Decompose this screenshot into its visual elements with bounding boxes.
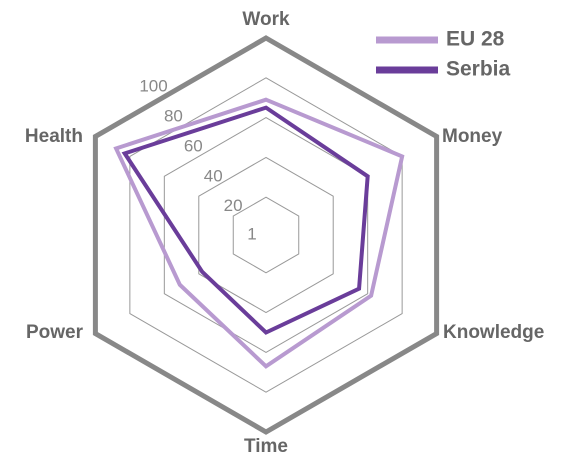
- legend-label: EU 28: [446, 28, 505, 51]
- axis-label: Time: [244, 436, 288, 457]
- tick-label: 80: [164, 107, 183, 126]
- grid-ring: [92, 35, 440, 435]
- grid-ring: [232, 196, 300, 274]
- axis-label: Health: [25, 126, 83, 147]
- tick-label: 40: [204, 166, 223, 185]
- axis-label: Power: [26, 322, 84, 343]
- axis-label: Work: [242, 9, 290, 30]
- axis-label: Money: [442, 126, 503, 147]
- axis-label: Knowledge: [443, 322, 544, 343]
- grid-ring: [198, 156, 334, 314]
- series-line: [121, 105, 370, 335]
- tick-label: 20: [224, 196, 243, 215]
- series-line: [113, 97, 405, 369]
- legend-label: Serbia: [446, 58, 511, 81]
- tick-label: 60: [184, 136, 203, 155]
- tick-label: 1: [247, 224, 256, 243]
- tick-label: 100: [139, 77, 167, 96]
